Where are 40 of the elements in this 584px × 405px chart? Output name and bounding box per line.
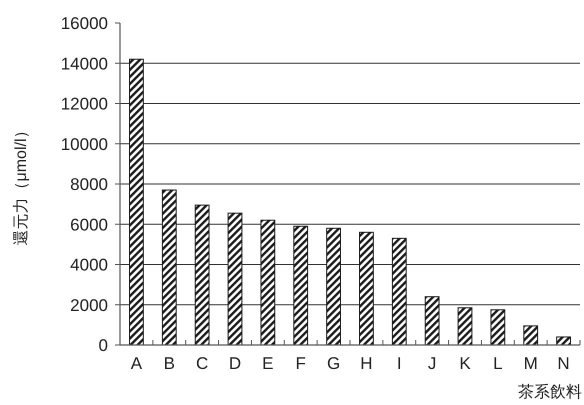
x-tick-label: J — [428, 354, 436, 373]
bar — [392, 238, 407, 346]
x-tick-label: B — [164, 354, 175, 373]
y-tick-label: 0 — [98, 336, 108, 355]
bar — [129, 58, 144, 346]
bar — [424, 296, 440, 346]
bar — [293, 226, 308, 346]
x-tick-label: E — [262, 354, 274, 373]
bar — [162, 190, 177, 346]
bar — [228, 212, 242, 346]
y-tick-label: 16000 — [60, 14, 108, 33]
y-tick-label: 2000 — [70, 296, 108, 315]
y-tick-label: 6000 — [70, 215, 108, 234]
x-tick-label: H — [360, 354, 373, 373]
x-tick-label: A — [130, 354, 143, 373]
bar — [260, 220, 276, 346]
plot: 0 2000 4000 6000 8000 10000 12000 14000 16000 A B C D E F G H I J K L M N — [60, 14, 580, 373]
x-tick-label: L — [493, 354, 503, 373]
bar — [523, 325, 538, 346]
x-tick-label: M — [524, 354, 538, 373]
x-tick-label: N — [557, 354, 570, 373]
bar — [326, 228, 341, 346]
y-axis-title: 還元力（μmol/l） — [12, 122, 30, 246]
bar — [458, 307, 472, 346]
bar — [556, 336, 571, 346]
y-tick-label: 12000 — [60, 94, 108, 114]
y-tick-label: 10000 — [60, 134, 108, 154]
x-tick-label: G — [326, 354, 340, 373]
bar — [359, 232, 374, 346]
bar — [490, 309, 506, 346]
x-tick-label: K — [459, 354, 472, 373]
x-tick-label: D — [228, 354, 242, 373]
bar — [194, 204, 210, 346]
x-tick-label: F — [296, 354, 306, 373]
y-tick-label: 14000 — [60, 54, 108, 74]
y-tick-label: 8000 — [70, 175, 108, 194]
x-axis-title: 茶系飲料 — [518, 383, 582, 401]
x-tick-label: I — [396, 354, 402, 373]
x-tick-label: C — [196, 354, 208, 373]
y-tick-label: 4000 — [70, 256, 108, 274]
